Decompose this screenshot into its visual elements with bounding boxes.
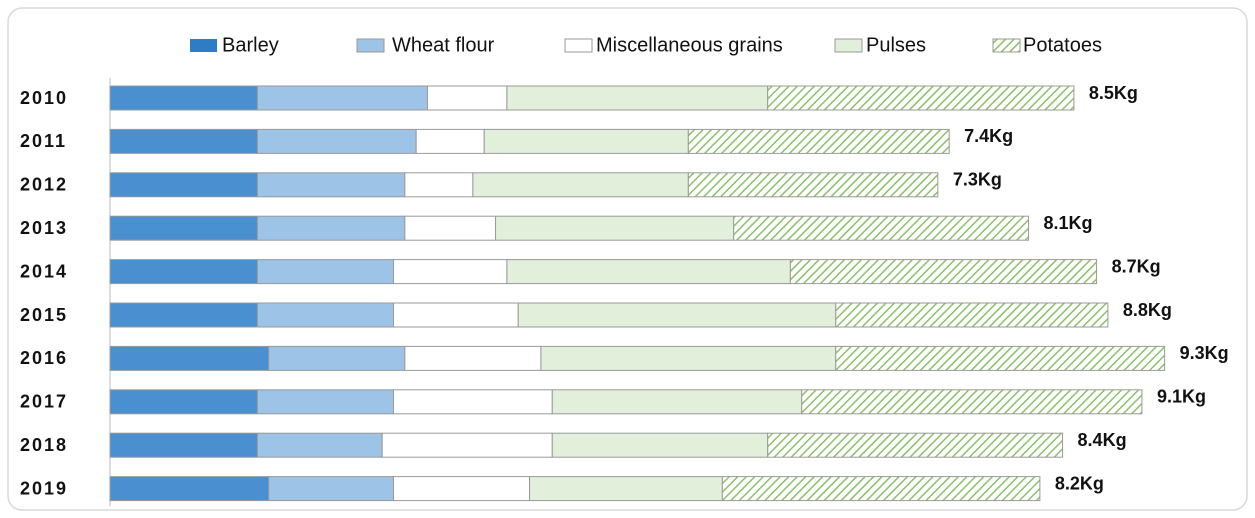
- y-tick-label: 2016: [20, 348, 68, 368]
- bar-segment: [789, 259, 1098, 285]
- total-label: 8.1Kg: [1044, 213, 1093, 233]
- bar-segment: [109, 215, 258, 241]
- bar-segment: [506, 259, 791, 285]
- bar-segment: [733, 215, 1030, 241]
- bar-segment: [109, 302, 258, 328]
- total-label: 9.3Kg: [1180, 343, 1229, 363]
- bar-segment: [495, 215, 735, 241]
- bar-segment: [529, 476, 723, 502]
- bar-segment: [256, 128, 417, 154]
- bar-segment: [415, 128, 485, 154]
- bar-segment: [256, 172, 406, 198]
- legend-label: Barley: [222, 34, 279, 56]
- bar-segment: [540, 345, 837, 371]
- total-label: 8.2Kg: [1055, 473, 1104, 493]
- bar-segment: [109, 172, 258, 198]
- bar-segment: [256, 302, 395, 328]
- y-tick-label: 2018: [20, 435, 68, 455]
- y-tick-label: 2015: [20, 305, 68, 325]
- legend-label: Miscellaneous grains: [596, 34, 783, 56]
- bar-segment: [472, 172, 689, 198]
- legend-label: Pulses: [866, 34, 926, 56]
- bar-segment: [393, 259, 508, 285]
- bar-segment: [801, 389, 1143, 415]
- y-tick-label: 2010: [20, 88, 68, 108]
- bar-segment: [268, 476, 395, 502]
- legend-swatch: [190, 39, 217, 52]
- bar-segment: [551, 432, 769, 458]
- y-tick-label: 2012: [20, 175, 68, 195]
- bar-segment: [835, 302, 1109, 328]
- bar-segment: [393, 476, 531, 502]
- bar-segment: [404, 345, 542, 371]
- total-label: 8.4Kg: [1078, 430, 1127, 450]
- bar-segment: [483, 128, 689, 154]
- bar-segment: [256, 85, 429, 111]
- total-label: 8.7Kg: [1112, 256, 1161, 276]
- legend-swatch: [992, 38, 1021, 53]
- bar-segment: [256, 432, 383, 458]
- bar-segment: [393, 389, 553, 415]
- bar-segment: [256, 215, 406, 241]
- total-label: 7.4Kg: [964, 126, 1013, 146]
- bar-segment: [109, 259, 258, 285]
- bar-segment: [381, 432, 553, 458]
- bar-segment: [109, 128, 258, 154]
- bar-segment: [835, 345, 1166, 371]
- bar-segment: [109, 345, 270, 371]
- y-tick-label: 2014: [20, 261, 68, 281]
- bar-segment: [506, 85, 769, 111]
- legend-swatch: [834, 38, 863, 53]
- bar-segment: [256, 259, 395, 285]
- bar-segment: [517, 302, 837, 328]
- bar-segment: [404, 172, 474, 198]
- bar-segment: [393, 302, 519, 328]
- legend-swatch: [564, 38, 593, 53]
- bar-segment: [687, 172, 939, 198]
- bar-segment: [767, 85, 1075, 111]
- legend-swatch: [356, 38, 385, 53]
- bar-segment: [404, 215, 497, 241]
- bar-segment: [268, 345, 406, 371]
- bar-segment: [109, 432, 258, 458]
- bar-segment: [256, 389, 395, 415]
- y-tick-label: 2019: [20, 478, 68, 498]
- bar-segment: [687, 128, 950, 154]
- total-label: 7.3Kg: [953, 170, 1002, 190]
- legend-label: Wheat flour: [392, 34, 495, 56]
- y-tick-label: 2011: [20, 131, 67, 151]
- legend-label: Potatoes: [1023, 34, 1102, 56]
- bar-segment: [721, 476, 1041, 502]
- total-label: 8.5Kg: [1089, 83, 1138, 103]
- y-tick-label: 2017: [20, 392, 68, 412]
- bar-segment: [551, 389, 803, 415]
- total-label: 8.8Kg: [1123, 300, 1172, 320]
- bar-segment: [109, 85, 258, 111]
- bar-segment: [109, 476, 270, 502]
- bar-segment: [109, 389, 258, 415]
- y-tick-label: 2013: [20, 218, 68, 238]
- total-label: 9.1Kg: [1157, 387, 1206, 407]
- bar-segment: [767, 432, 1064, 458]
- bar-segment: [427, 85, 508, 111]
